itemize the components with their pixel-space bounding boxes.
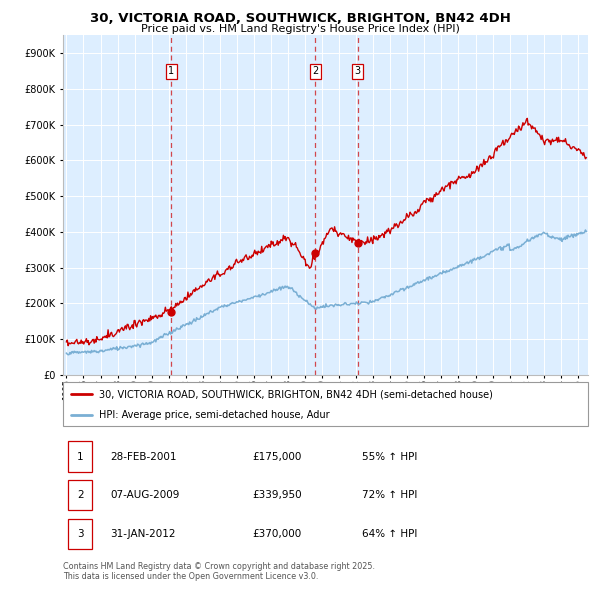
- Text: 31-JAN-2012: 31-JAN-2012: [110, 529, 176, 539]
- Text: £339,950: £339,950: [252, 490, 302, 500]
- Text: 64% ↑ HPI: 64% ↑ HPI: [362, 529, 418, 539]
- Text: £175,000: £175,000: [252, 451, 301, 461]
- Text: £370,000: £370,000: [252, 529, 301, 539]
- Bar: [68, 480, 92, 510]
- Text: Contains HM Land Registry data © Crown copyright and database right 2025.
This d: Contains HM Land Registry data © Crown c…: [63, 562, 375, 581]
- Text: 3: 3: [355, 66, 361, 76]
- Text: 28-FEB-2001: 28-FEB-2001: [110, 451, 177, 461]
- Text: 30, VICTORIA ROAD, SOUTHWICK, BRIGHTON, BN42 4DH (semi-detached house): 30, VICTORIA ROAD, SOUTHWICK, BRIGHTON, …: [98, 389, 493, 399]
- Text: Price paid vs. HM Land Registry's House Price Index (HPI): Price paid vs. HM Land Registry's House …: [140, 24, 460, 34]
- Text: 07-AUG-2009: 07-AUG-2009: [110, 490, 179, 500]
- Text: 3: 3: [77, 529, 83, 539]
- Text: 30, VICTORIA ROAD, SOUTHWICK, BRIGHTON, BN42 4DH: 30, VICTORIA ROAD, SOUTHWICK, BRIGHTON, …: [89, 12, 511, 25]
- Text: 2: 2: [312, 66, 318, 76]
- Text: HPI: Average price, semi-detached house, Adur: HPI: Average price, semi-detached house,…: [98, 410, 329, 420]
- Text: 2: 2: [77, 490, 83, 500]
- Text: 1: 1: [169, 66, 175, 76]
- Text: 1: 1: [77, 451, 83, 461]
- Bar: [68, 441, 92, 472]
- Text: 55% ↑ HPI: 55% ↑ HPI: [362, 451, 418, 461]
- Bar: [68, 519, 92, 549]
- Text: 72% ↑ HPI: 72% ↑ HPI: [362, 490, 418, 500]
